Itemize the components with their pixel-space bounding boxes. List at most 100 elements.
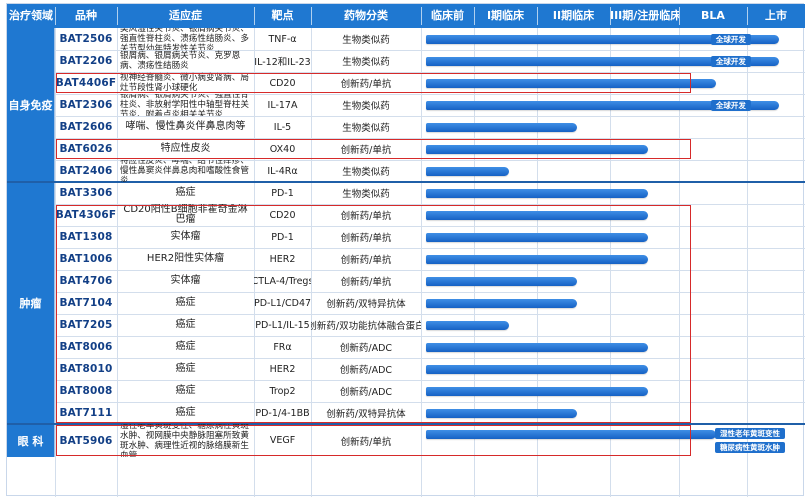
target: VEGF [269, 435, 296, 446]
header-4: 药物分类 [344, 9, 388, 22]
product-code: BAT5906 [59, 434, 113, 447]
progress-bar [426, 122, 578, 132]
header-10: 上市 [765, 9, 787, 22]
pipeline-table: 治疗领域 品种 适应症 靶点 药物分类 临床前 I期临床 II期临床 III期/注册临床 BLA 上… [6, 3, 805, 497]
progress-bar [426, 100, 779, 110]
indication: 银屑病、银屑病关节炎、克罗恩病、溃疡性结肠炎 [120, 51, 241, 71]
drug-class: 创新药/单抗 [340, 436, 392, 448]
drug-class: 创新药/ADC [339, 365, 393, 376]
product-code: BAT3306 [59, 187, 113, 199]
drug-class: 创新药/双特异抗体 [326, 409, 406, 420]
progress-bar [426, 210, 648, 220]
row-divider [55, 270, 805, 271]
drug-class: 生物类似药 [342, 57, 390, 68]
table-header [7, 4, 805, 28]
drug-class: 生物类似药 [342, 35, 390, 46]
header-0: 治疗领域 [9, 9, 53, 22]
header-3: 靶点 [271, 9, 294, 22]
header-8: III期/注册临床 [610, 9, 679, 22]
row-divider [55, 248, 805, 249]
drug-class: 创新药/双功能抗体融合蛋白 [311, 321, 421, 332]
header-separator [55, 7, 56, 25]
product-code: BAT4406F [55, 77, 117, 89]
header-5: 临床前 [431, 9, 464, 22]
progress-bar [426, 78, 717, 88]
indication-badge: 湿性老年黄斑变性 [715, 428, 785, 439]
drug-class: 生物类似药 [342, 189, 390, 200]
drug-class: 生物类似药 [342, 167, 390, 178]
product-code: BAT8010 [59, 363, 113, 375]
header-separator [679, 7, 680, 25]
target: PD-L1/IL-15 [255, 319, 310, 331]
progress-bar [426, 342, 648, 352]
indication: CD20阳性B细胞非霍奇金淋巴瘤 [123, 204, 248, 225]
progress-bar [426, 166, 509, 176]
header-separator [474, 7, 475, 25]
row-divider [55, 116, 805, 117]
header-separator [117, 7, 118, 25]
target: IL-12和IL-23 [254, 57, 311, 68]
header-1: 品种 [75, 9, 97, 22]
row-divider [55, 94, 805, 95]
area-label: 肿瘤 [7, 182, 55, 424]
row-divider [55, 358, 805, 359]
product-code: BAT2306 [59, 99, 113, 111]
row-divider [55, 314, 805, 315]
progress-bar [426, 408, 578, 418]
header-separator [537, 7, 538, 25]
header-separator [254, 7, 255, 25]
target: CD20 [269, 209, 296, 221]
product-code: BAT8008 [59, 385, 113, 397]
column-divider [311, 28, 312, 497]
drug-class: 创新药/单抗 [340, 79, 392, 90]
progress-bar [426, 232, 648, 242]
header-separator [311, 7, 312, 25]
drug-class: 创新药/双特异抗体 [326, 299, 406, 310]
product-code: BAT2606 [59, 121, 113, 133]
drug-class: 生物类似药 [342, 123, 390, 134]
header-2: 适应症 [169, 9, 202, 22]
progress-bar [426, 276, 578, 286]
indication: 癌症 [175, 187, 196, 198]
target: FRα [273, 341, 292, 353]
indication: 实体瘤 [170, 231, 201, 242]
row-divider [55, 138, 805, 139]
indication: 癌症 [175, 363, 196, 374]
global-dev-badge: 全球开发 [710, 99, 751, 111]
drug-class: 创新药/单抗 [340, 255, 392, 266]
area-label: 自身免疫 [7, 28, 55, 182]
product-code: BAT2406 [59, 165, 113, 177]
progress-bar [426, 298, 578, 308]
row-divider [55, 292, 805, 293]
target: PD-1 [271, 231, 294, 243]
progress-bar [426, 430, 717, 439]
indication: 类风湿性关节炎、银屑病关节炎、强直性脊柱炎、溃疡性结肠炎、多关节型幼年特发性关节… [120, 28, 249, 50]
indication: 癌症 [175, 319, 196, 330]
target: Trop2 [269, 385, 296, 397]
column-divider [55, 28, 56, 497]
indication: 癌症 [175, 341, 196, 352]
global-dev-badge: 全球开发 [710, 33, 751, 45]
area-separator [7, 181, 805, 183]
row-divider [55, 72, 805, 73]
row-divider [55, 204, 805, 205]
area-label: 眼 科 [7, 424, 55, 457]
header-6: I期临床 [486, 9, 525, 22]
target: TNF-α [268, 33, 297, 45]
drug-class: 创新药/单抗 [340, 211, 392, 222]
target: IL-4Rα [267, 165, 298, 177]
indication: 特应性皮炎、哮喘、结节性痒疹、慢性鼻窦炎伴鼻息肉和嗜酸性食管炎 [120, 160, 249, 182]
row-divider [55, 402, 805, 403]
progress-bar [426, 34, 779, 44]
drug-class: 创新药/单抗 [340, 277, 392, 288]
row-divider [55, 160, 805, 161]
area-separator [7, 423, 805, 425]
drug-class: 创新药/ADC [339, 343, 393, 354]
header-7: II期临床 [552, 9, 595, 22]
row-divider [55, 380, 805, 381]
row-divider [55, 336, 805, 337]
target: CD20 [269, 77, 296, 89]
product-code: BAT2206 [59, 55, 113, 67]
target: OX40 [269, 143, 296, 155]
progress-bar [426, 56, 779, 66]
